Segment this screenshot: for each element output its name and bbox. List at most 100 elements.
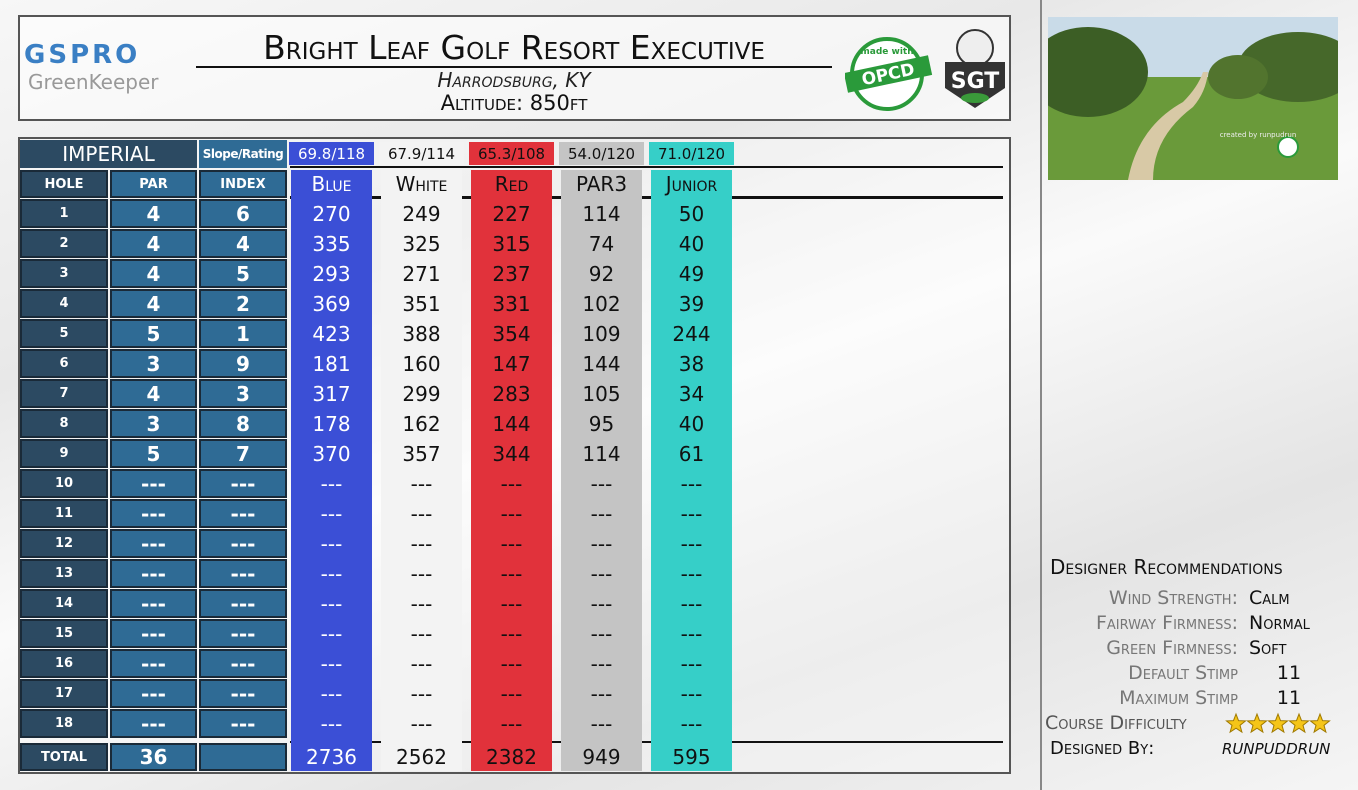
rule <box>290 196 1003 199</box>
hole-par: 5 <box>110 439 197 468</box>
yardage: --- <box>500 471 523 496</box>
star <box>1246 712 1268 734</box>
yardage: 357 <box>402 441 441 466</box>
recommendations: Designer Recommendations Wind Strength: Ca… <box>1045 555 1345 765</box>
yardage: --- <box>500 531 523 556</box>
recommendation-label: Maximum Stimp <box>1119 687 1238 709</box>
tee-rating: 54.0/120 <box>559 142 644 165</box>
yardage: --- <box>320 561 343 586</box>
yardage: 160 <box>402 351 441 376</box>
yardage: --- <box>500 501 523 526</box>
yardage: --- <box>500 681 523 706</box>
recommendation-value: Calm <box>1249 587 1290 609</box>
tee-total: 2562 <box>396 745 447 769</box>
hole-index: --- <box>199 709 287 738</box>
tee-name: Junior <box>665 171 718 196</box>
yardage: --- <box>320 711 343 736</box>
yardage: --- <box>680 531 703 556</box>
hole-hole: 16 <box>20 649 108 678</box>
yardage: 237 <box>492 261 531 286</box>
yardage: --- <box>500 561 523 586</box>
recommendation-label: Fairway Firmness: <box>1095 612 1238 634</box>
hole-par: --- <box>110 619 197 648</box>
yardage: 74 <box>588 231 615 256</box>
yardage: --- <box>590 711 613 736</box>
yardage: --- <box>320 591 343 616</box>
yardage: 317 <box>312 381 351 406</box>
hole-hole: 2 <box>20 229 108 258</box>
star <box>1309 712 1331 734</box>
yardage: --- <box>320 501 343 526</box>
recommendation-value: Normal <box>1249 612 1310 634</box>
yardage: --- <box>680 501 703 526</box>
hole-hole: 13 <box>20 559 108 588</box>
yardage: 147 <box>492 351 531 376</box>
yardage: 331 <box>492 291 531 316</box>
hole-hole: 4 <box>20 289 108 318</box>
hole-index: 5 <box>199 259 287 288</box>
hole-par: 4 <box>110 199 197 228</box>
hole-index: --- <box>199 589 287 618</box>
yardage: --- <box>680 471 703 496</box>
hole-index: 3 <box>199 379 287 408</box>
opcd-badge: made with OPCD <box>845 37 933 111</box>
tee-total: 2736 <box>306 745 357 769</box>
yardage: 162 <box>402 411 441 436</box>
tee-rating: 67.9/114 <box>379 142 464 165</box>
yardage: 388 <box>402 321 441 346</box>
yardage: 144 <box>492 411 531 436</box>
hole-hole: 18 <box>20 709 108 738</box>
hole-index: 8 <box>199 409 287 438</box>
hole-hole: 12 <box>20 529 108 558</box>
index-total <box>199 743 287 771</box>
yardage: 38 <box>678 351 705 376</box>
hole-par: --- <box>110 649 197 678</box>
recommendation-label: Wind Strength: <box>1108 587 1238 609</box>
yardage: --- <box>410 561 433 586</box>
yardage: --- <box>320 651 343 676</box>
yardage: --- <box>500 621 523 646</box>
yardage: 181 <box>312 351 351 376</box>
hole-hole: 1 <box>20 199 108 228</box>
yardage: --- <box>410 501 433 526</box>
yardage: 92 <box>588 261 615 286</box>
hole-par: 4 <box>110 379 197 408</box>
unit-header: IMPERIAL <box>20 140 197 168</box>
hole-par: 5 <box>110 319 197 348</box>
hole-par: 3 <box>110 349 197 378</box>
yardage: --- <box>500 651 523 676</box>
yardage: 61 <box>678 441 705 466</box>
yardage: 271 <box>402 261 441 286</box>
recommendation-value: Soft <box>1249 637 1287 659</box>
badge-text: made with <box>860 47 913 57</box>
hole-hole: 17 <box>20 679 108 708</box>
recommendation-label: Green Firmness: <box>1106 637 1238 659</box>
yardage: 109 <box>582 321 621 346</box>
yardage: 34 <box>678 381 705 406</box>
yardage: --- <box>680 711 703 736</box>
par-total: 36 <box>110 743 197 771</box>
column-header: HOLE <box>20 170 108 198</box>
slope-header: Slope/Rating <box>199 140 287 168</box>
tee-name: PAR3 <box>575 171 628 196</box>
logo-top: GSPRO <box>24 40 141 70</box>
designed-by-label: Designed By: <box>1050 738 1155 759</box>
yardage: 299 <box>402 381 441 406</box>
hole-par: --- <box>110 709 197 738</box>
yardage: --- <box>590 501 613 526</box>
yardage: --- <box>320 471 343 496</box>
tee-column <box>381 170 462 771</box>
yardage: 370 <box>312 441 351 466</box>
yardage: 114 <box>582 201 621 226</box>
hole-par: --- <box>110 469 197 498</box>
yardage: 50 <box>678 201 705 226</box>
column-header: PAR <box>110 170 197 198</box>
yardage: 354 <box>492 321 531 346</box>
hole-par: 4 <box>110 259 197 288</box>
hole-index: --- <box>199 679 287 708</box>
rule <box>290 741 1003 743</box>
hole-hole: 14 <box>20 589 108 618</box>
tee-rating: 65.3/108 <box>469 142 554 165</box>
hole-par: 4 <box>110 289 197 318</box>
tee-total: 595 <box>672 745 711 769</box>
